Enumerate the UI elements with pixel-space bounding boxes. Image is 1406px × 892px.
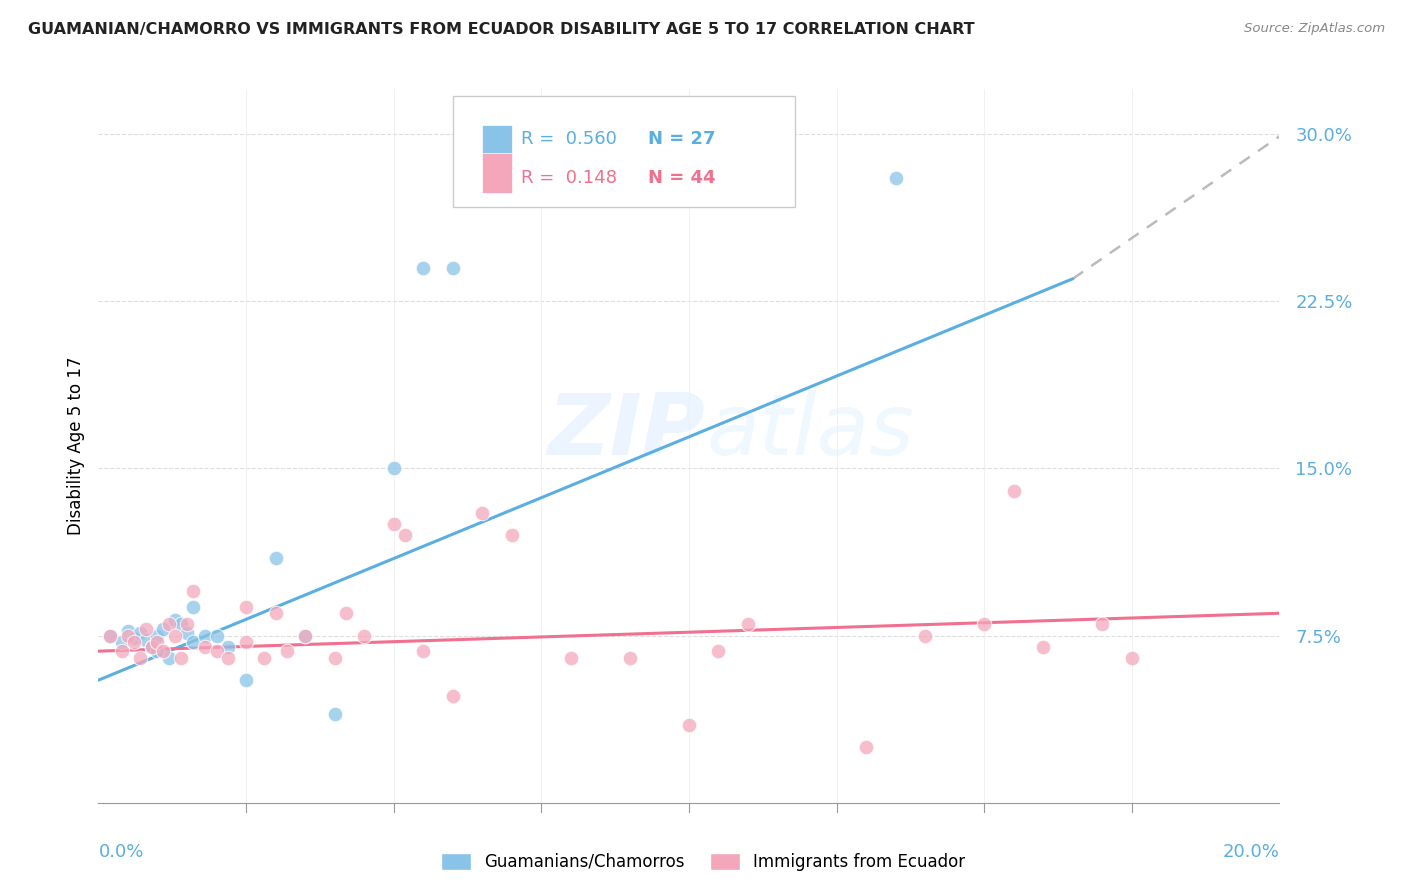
Point <box>135 622 157 636</box>
Text: R =  0.148: R = 0.148 <box>522 169 617 187</box>
Point <box>165 613 187 627</box>
Text: R =  0.560: R = 0.560 <box>522 130 617 148</box>
Point <box>111 644 134 658</box>
Text: ZIP: ZIP <box>547 390 704 474</box>
Point <box>117 628 139 642</box>
Point <box>323 706 346 721</box>
Point <box>1121 651 1143 665</box>
Point <box>707 644 730 658</box>
Point <box>1002 483 1025 498</box>
Point <box>264 550 287 565</box>
Point <box>165 628 187 642</box>
Point <box>205 644 228 658</box>
Text: atlas: atlas <box>707 390 915 474</box>
Point <box>157 617 180 632</box>
Point <box>128 651 150 665</box>
Point <box>441 689 464 703</box>
Point <box>146 635 169 649</box>
Point <box>98 628 121 642</box>
Point <box>335 607 357 621</box>
FancyBboxPatch shape <box>453 96 796 207</box>
FancyBboxPatch shape <box>482 153 512 193</box>
Point <box>217 640 239 654</box>
Point <box>217 651 239 665</box>
Point <box>276 644 298 658</box>
Point <box>382 461 405 475</box>
Point <box>157 651 180 665</box>
Point <box>560 651 582 665</box>
Point <box>152 622 174 636</box>
Y-axis label: Disability Age 5 to 17: Disability Age 5 to 17 <box>66 357 84 535</box>
Point <box>128 626 150 640</box>
Point <box>441 260 464 275</box>
Text: Source: ZipAtlas.com: Source: ZipAtlas.com <box>1244 22 1385 36</box>
Point <box>294 628 316 642</box>
Text: N = 27: N = 27 <box>648 130 716 148</box>
Point <box>205 628 228 642</box>
Point <box>973 617 995 632</box>
Point <box>181 635 204 649</box>
Text: N = 44: N = 44 <box>648 169 716 187</box>
Point <box>235 599 257 614</box>
Legend: Guamanians/Chamorros, Immigrants from Ecuador: Guamanians/Chamorros, Immigrants from Ec… <box>433 845 973 880</box>
Point <box>135 633 157 648</box>
Point <box>122 635 145 649</box>
Point <box>235 635 257 649</box>
Text: 20.0%: 20.0% <box>1223 843 1279 861</box>
Point <box>235 673 257 687</box>
Point <box>194 640 217 654</box>
Point <box>170 651 193 665</box>
Point <box>111 635 134 649</box>
Point <box>382 517 405 532</box>
Point <box>294 628 316 642</box>
Point <box>501 528 523 542</box>
Point <box>253 651 276 665</box>
Point <box>1032 640 1054 654</box>
Point <box>98 628 121 642</box>
Point <box>146 628 169 642</box>
Point <box>914 628 936 642</box>
Point <box>176 617 198 632</box>
Point <box>884 171 907 186</box>
Point <box>176 626 198 640</box>
Point <box>353 628 375 642</box>
Point <box>323 651 346 665</box>
Point <box>412 260 434 275</box>
Point <box>170 617 193 632</box>
Point <box>181 583 204 598</box>
Point <box>181 599 204 614</box>
Point <box>122 631 145 645</box>
Point <box>194 628 217 642</box>
Point <box>141 640 163 654</box>
Point <box>117 624 139 639</box>
Text: 0.0%: 0.0% <box>98 843 143 861</box>
Point <box>855 740 877 755</box>
Text: GUAMANIAN/CHAMORRO VS IMMIGRANTS FROM ECUADOR DISABILITY AGE 5 TO 17 CORRELATION: GUAMANIAN/CHAMORRO VS IMMIGRANTS FROM EC… <box>28 22 974 37</box>
Point <box>394 528 416 542</box>
Point <box>678 717 700 731</box>
Point <box>737 617 759 632</box>
Point <box>152 644 174 658</box>
FancyBboxPatch shape <box>482 125 512 164</box>
Point <box>1091 617 1114 632</box>
Point <box>412 644 434 658</box>
Point <box>146 644 169 658</box>
Point <box>619 651 641 665</box>
Point <box>141 640 163 654</box>
Point <box>264 607 287 621</box>
Point <box>471 506 494 520</box>
